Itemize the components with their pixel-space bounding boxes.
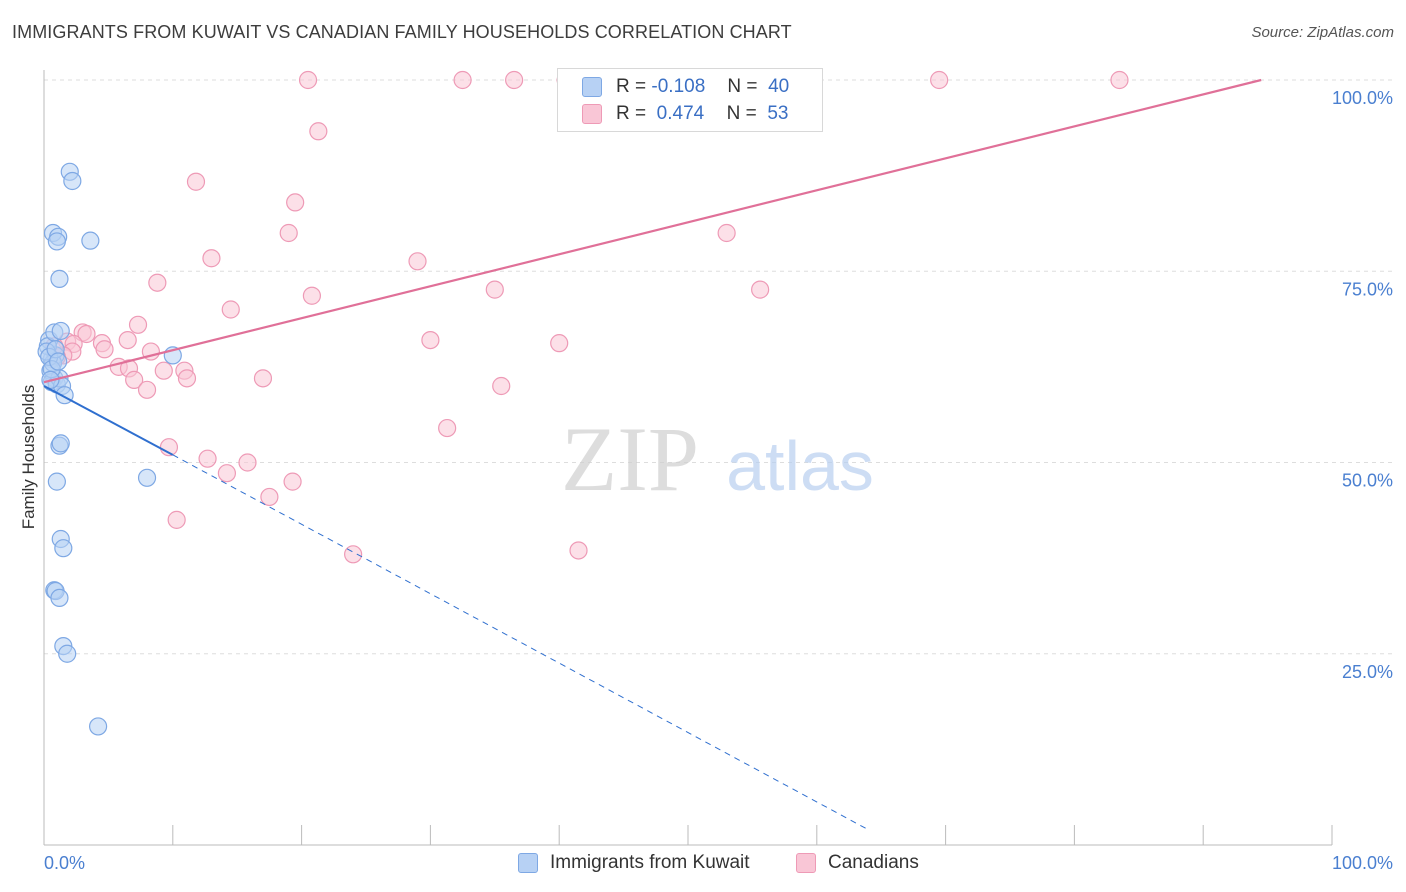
stats-legend-box: R = -0.108 N = 40 R = 0.474 N = 53 — [557, 68, 823, 132]
legend-item-canadians[interactable]: Canadians — [796, 852, 919, 874]
axis-ticks: 25.0% 50.0% 75.0% 100.0% 0.0% 100.0% — [44, 88, 1393, 873]
canadian-point — [279, 223, 298, 243]
canadian-point — [148, 273, 167, 292]
kuwait-r-label: R = — [616, 76, 647, 97]
kuwait-swatch — [582, 77, 602, 97]
legend-canadians-swatch — [796, 853, 816, 873]
kuwait-trend-line — [43, 385, 174, 456]
canadian-point — [128, 315, 148, 334]
kuwait-point — [88, 717, 108, 736]
y-axis-label: Family Households — [19, 385, 38, 530]
canadian-point — [717, 223, 736, 243]
kuwait-point — [81, 231, 100, 250]
kuwait-point — [54, 539, 73, 558]
canadians-r-label: R = — [616, 103, 647, 124]
canadian-point — [95, 340, 114, 359]
canadian-point — [186, 172, 206, 191]
canadian-point — [438, 418, 457, 438]
canadian-point — [421, 331, 440, 350]
kuwait-point — [58, 644, 77, 663]
canadian-point — [485, 280, 504, 299]
canadians-trend-line — [43, 78, 1262, 384]
kuwait-point — [51, 321, 70, 341]
canadian-point — [221, 300, 240, 319]
kuwait-point — [47, 232, 66, 251]
y-tick-label: 100.0% — [1332, 88, 1393, 108]
y-tick-label: 75.0% — [1342, 279, 1393, 299]
canadian-point — [286, 193, 305, 212]
canadian-point — [125, 370, 144, 389]
canadian-point — [260, 487, 279, 507]
canadian-point — [302, 286, 322, 305]
kuwait-point — [63, 171, 82, 191]
chart-title: IMMIGRANTS FROM KUWAIT VS CANADIAN FAMIL… — [12, 22, 792, 42]
canadian-point — [198, 449, 217, 468]
x-tick-label: 0.0% — [44, 853, 85, 873]
kuwait-trend-extension — [172, 454, 869, 831]
canadian-point — [177, 369, 197, 388]
canadian-point — [550, 334, 569, 353]
kuwait-n-label: N = — [727, 76, 758, 97]
kuwait-point — [50, 269, 69, 288]
y-tick-label: 50.0% — [1342, 471, 1393, 491]
legend-kuwait-swatch — [518, 853, 538, 873]
canadians-n-value: 53 — [767, 103, 789, 124]
canadian-point — [77, 324, 96, 344]
canadian-point — [309, 122, 328, 141]
canadians-swatch — [582, 104, 602, 124]
canadian-point — [154, 361, 173, 380]
watermark-atlas: atlas — [726, 427, 874, 505]
kuwait-point — [51, 434, 70, 453]
canadian-point — [569, 541, 588, 560]
legend-kuwait-label: Immigrants from Kuwait — [550, 852, 750, 873]
data-points — [37, 70, 1129, 736]
canadian-point — [751, 280, 770, 299]
canadians-n-label: N = — [726, 103, 757, 124]
kuwait-n-value: 40 — [768, 76, 790, 97]
canadian-point — [167, 510, 186, 529]
canadian-point — [238, 453, 257, 472]
canadian-point — [298, 70, 318, 90]
canadian-point — [505, 70, 524, 90]
canadian-point — [118, 331, 137, 350]
canadian-point — [217, 464, 236, 483]
canadian-point — [137, 380, 157, 399]
y-tick-label: 25.0% — [1342, 662, 1393, 682]
watermark-zip: ZIP — [561, 408, 699, 510]
kuwait-point — [49, 352, 68, 371]
legend-item-kuwait[interactable]: Immigrants from Kuwait — [518, 852, 750, 874]
gridlines — [44, 79, 1392, 655]
kuwait-point — [50, 588, 69, 608]
stats-row-kuwait: R = -0.108 N = 40 — [582, 75, 789, 99]
trend-lines — [43, 78, 1262, 831]
canadians-r-value: 0.474 — [656, 103, 705, 124]
stats-row-canadians: R = 0.474 N = 53 — [582, 102, 788, 126]
bottom-legend: Immigrants from Kuwait Canadians — [0, 852, 1406, 878]
kuwait-point — [47, 472, 66, 491]
canadian-point — [283, 472, 302, 491]
canadian-point — [408, 252, 427, 271]
canadian-point — [930, 70, 949, 90]
legend-canadians-label: Canadians — [828, 852, 919, 873]
canadian-point — [253, 369, 273, 388]
zipatlas-watermark: ZIP atlas — [561, 408, 874, 510]
kuwait-point — [137, 468, 157, 487]
canadian-point — [344, 545, 363, 564]
source-label: Source: ZipAtlas.com — [1251, 24, 1394, 41]
canadian-point — [1110, 70, 1129, 90]
kuwait-r-value: -0.108 — [651, 76, 706, 97]
canadian-point — [492, 376, 511, 396]
canadian-point — [202, 249, 221, 268]
x-tick-label: 100.0% — [1332, 853, 1393, 873]
canadian-point — [453, 70, 472, 90]
